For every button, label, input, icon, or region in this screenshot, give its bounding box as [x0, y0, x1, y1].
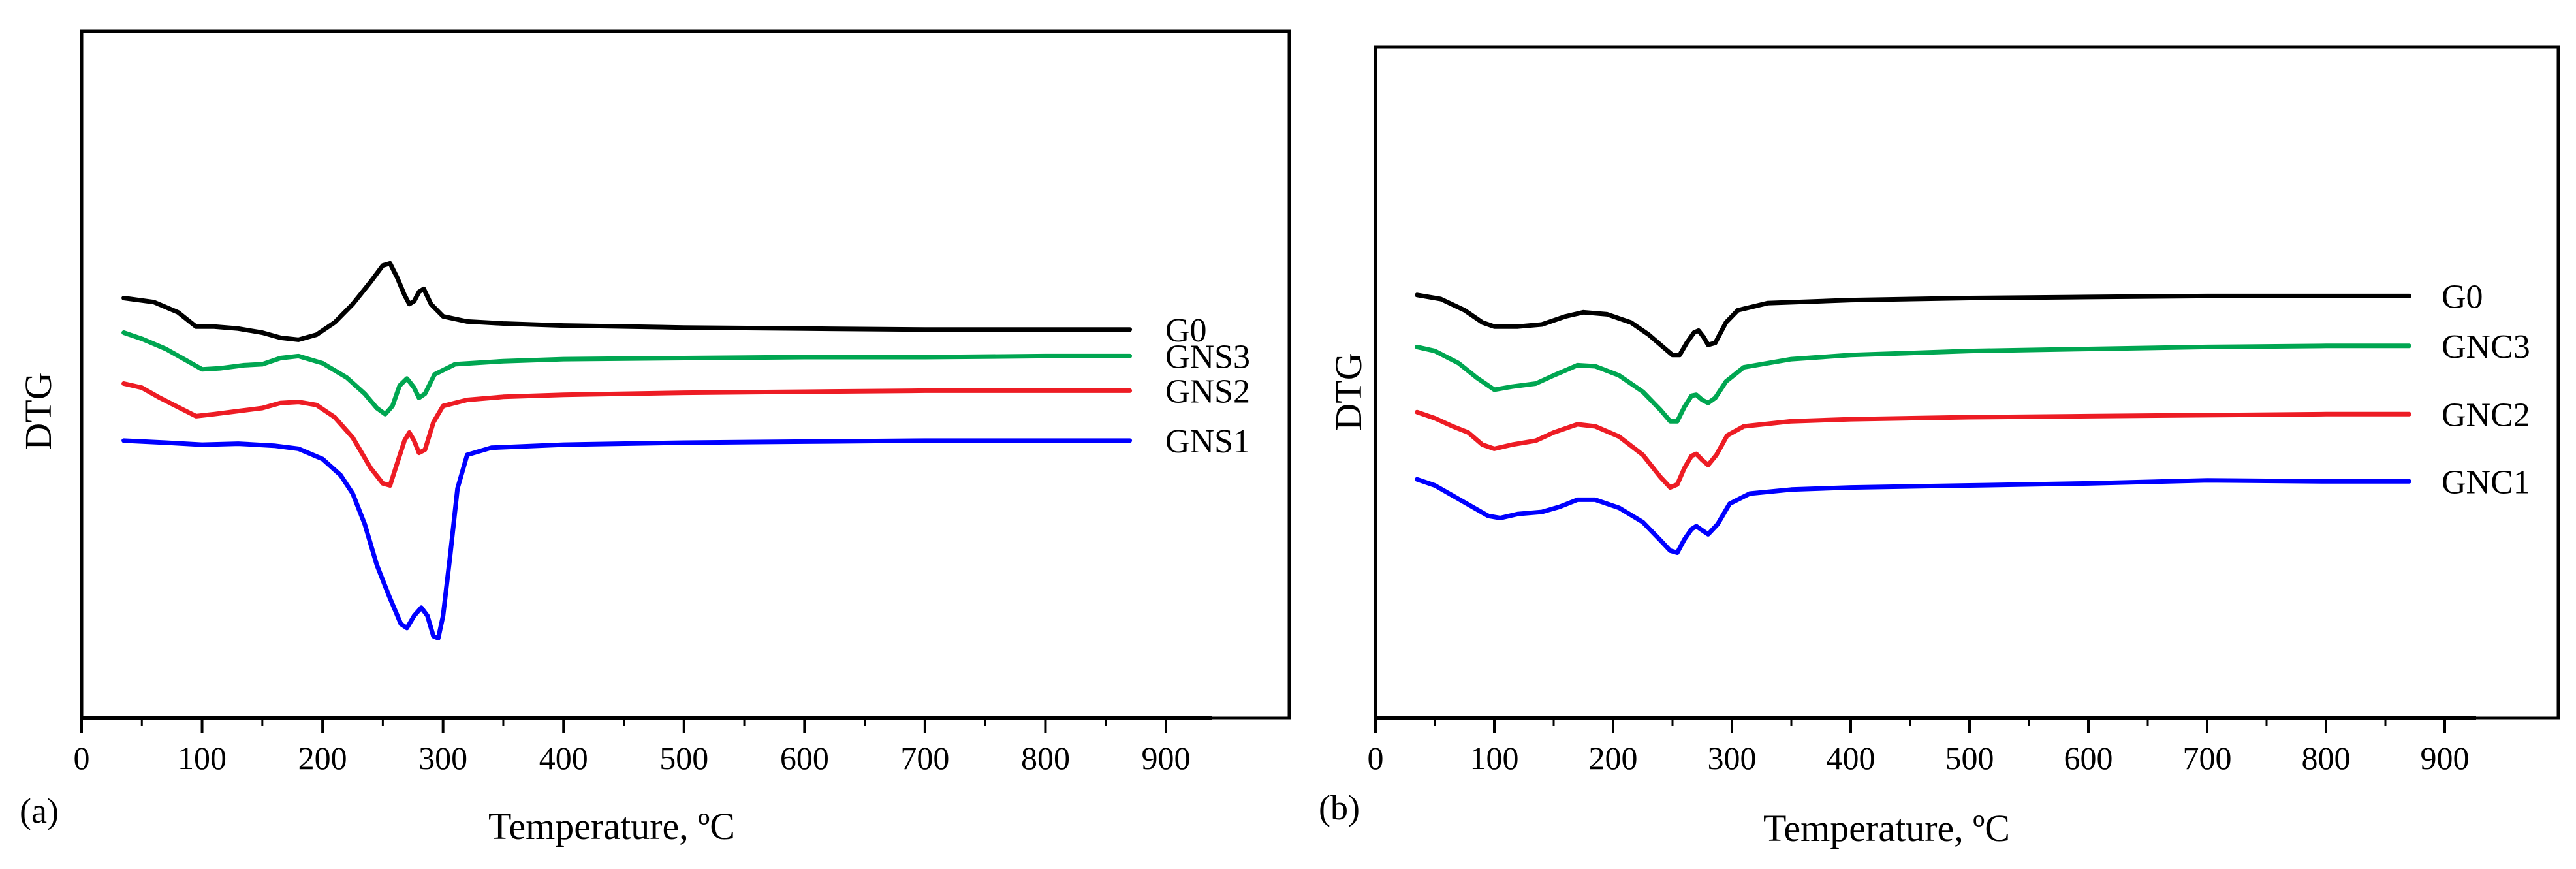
series-label-g0: G0	[2442, 278, 2483, 315]
panel-b-series-labels: G0 GNC3 GNC2 GNC1	[2442, 278, 2530, 501]
panel-b-y-axis-title: DTG	[1327, 353, 1370, 430]
x-tick-label: 700	[900, 740, 949, 776]
x-tick-label: 800	[1021, 740, 1070, 776]
panel-b-series	[1415, 292, 2411, 555]
panel-b-x-ticks: 0 100 200 300 400 500 600 700 800 900	[1368, 718, 2470, 776]
x-tick-label: 900	[1142, 740, 1191, 776]
series-label-gnc3: GNC3	[2442, 328, 2530, 366]
x-tick-label: 600	[2064, 740, 2113, 776]
series-line-gns1	[121, 438, 1133, 640]
panel-b-label: (b)	[1319, 788, 1360, 827]
x-tick-label: 600	[780, 740, 829, 776]
x-tick-label: 100	[1470, 740, 1519, 776]
x-tick-label: 300	[418, 740, 467, 776]
x-tick-label: 800	[2302, 740, 2351, 776]
panel-b: 0 100 200 300 400 500 600 700 800 900 G0GNC3GNC2G…	[1319, 45, 2560, 849]
x-tick-label: 500	[659, 740, 708, 776]
series-line-gnc3	[1415, 343, 2411, 424]
series-label-gnc1: GNC1	[2442, 464, 2530, 501]
panel-a: 0 100 200 300 400 500 600 700 800 900 G0GNS3GNS2G…	[17, 29, 1291, 847]
panel-b-x-axis-title: Temperature, ºC	[1763, 807, 2010, 849]
x-tick-label: 100	[178, 740, 227, 776]
series-label-gns3: GNS3	[1165, 338, 1250, 375]
series-label-gns2: GNS2	[1165, 373, 1250, 410]
series-line-g0	[121, 261, 1133, 342]
series-label-gns1: GNS1	[1165, 423, 1250, 460]
x-tick-label: 500	[1945, 740, 1994, 776]
series-line-gnc2	[1415, 409, 2411, 490]
series-label-g0: G0	[1165, 312, 1207, 349]
x-tick-label: 300	[1708, 740, 1757, 776]
x-tick-label: 200	[298, 740, 347, 776]
panel-a-label: (a)	[20, 791, 59, 830]
series-line-g0	[1415, 292, 2411, 358]
panel-a-series	[121, 261, 1133, 640]
x-tick-label: 0	[74, 740, 90, 776]
x-tick-label: 200	[1589, 740, 1638, 776]
x-tick-label: 400	[1827, 740, 1876, 776]
x-tick-label: 400	[539, 740, 588, 776]
panel-a-y-axis-title: DTG	[17, 372, 59, 450]
series-label-gnc2: GNC2	[2442, 396, 2530, 434]
panel-b-plot-frame	[1374, 45, 2560, 720]
x-tick-label: 900	[2421, 740, 2470, 776]
x-tick-label: 700	[2183, 740, 2232, 776]
series-line-gns3	[121, 330, 1133, 417]
series-line-gnc1	[1415, 477, 2411, 555]
panel-a-plot-frame	[80, 29, 1291, 720]
panel-a-x-axis-title: Temperature, ºC	[488, 805, 735, 847]
panel-a-x-ticks: 0 100 200 300 400 500 600 700 800 900	[74, 718, 1191, 776]
x-tick-label: 0	[1368, 740, 1384, 776]
series-line-gns2	[121, 381, 1133, 488]
